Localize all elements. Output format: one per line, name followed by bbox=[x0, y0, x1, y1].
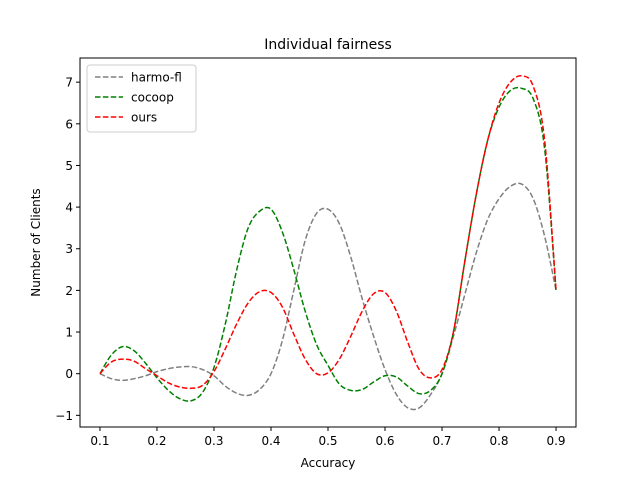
series-line-ours bbox=[99, 75, 557, 390]
series-line-harmo-fl bbox=[99, 182, 557, 411]
x-tick-label: 0.3 bbox=[204, 434, 223, 448]
y-tick-label: 6 bbox=[65, 117, 73, 131]
y-tick-label: 7 bbox=[65, 76, 73, 90]
x-axis-ticks: 0.1 0.2 0.3 0.4 0.5 0.6 0.7 0.8 0.9 bbox=[90, 427, 566, 448]
y-axis-title: Number of Clients bbox=[29, 188, 43, 296]
legend-label: cocoop bbox=[131, 91, 174, 105]
series-layer bbox=[99, 75, 557, 411]
x-tick-label: 0.5 bbox=[318, 434, 337, 448]
y-tick-label: 1 bbox=[65, 326, 73, 340]
y-tick-label: 4 bbox=[65, 201, 73, 215]
x-tick-label: 0.9 bbox=[546, 434, 565, 448]
y-tick-label: 5 bbox=[65, 159, 73, 173]
y-tick-label: 0 bbox=[65, 367, 73, 381]
x-tick-label: 0.7 bbox=[432, 434, 451, 448]
series-line-cocoop bbox=[99, 86, 557, 402]
y-axis-ticks: −1 0 1 2 3 4 5 6 7 bbox=[55, 76, 80, 423]
y-tick-label: 2 bbox=[65, 284, 73, 298]
y-tick-label: −1 bbox=[55, 409, 73, 423]
chart-title: Individual fairness bbox=[264, 37, 392, 53]
legend-box bbox=[86, 64, 197, 133]
x-tick-label: 0.8 bbox=[489, 434, 508, 448]
legend-label: harmo-fl bbox=[131, 71, 182, 85]
legend: harmo-fl cocoop ours bbox=[86, 64, 197, 133]
x-tick-label: 0.4 bbox=[261, 434, 280, 448]
y-tick-label: 3 bbox=[65, 242, 73, 256]
x-tick-label: 0.2 bbox=[147, 434, 166, 448]
x-axis-title: Accuracy bbox=[301, 456, 356, 470]
x-tick-label: 0.1 bbox=[90, 434, 109, 448]
x-tick-label: 0.6 bbox=[375, 434, 394, 448]
legend-label: ours bbox=[131, 111, 157, 125]
